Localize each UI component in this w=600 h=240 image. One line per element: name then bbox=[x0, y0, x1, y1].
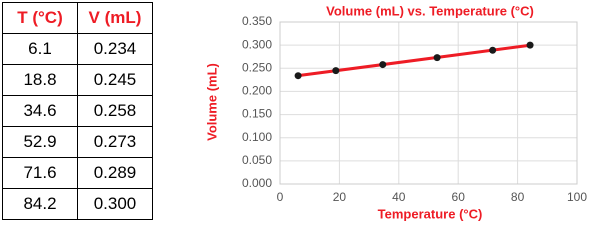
header-cell: V (mL) bbox=[77, 2, 153, 34]
data-point bbox=[332, 67, 340, 75]
y-tick-label: 0.350 bbox=[242, 14, 272, 28]
table-row: 71.6 0.289 bbox=[2, 157, 153, 189]
table-row: 52.9 0.273 bbox=[2, 126, 153, 158]
y-tick-label: 0.050 bbox=[242, 153, 272, 167]
table-row: 34.6 0.258 bbox=[2, 95, 153, 127]
table-row: 84.2 0.300 bbox=[2, 188, 153, 220]
data-point bbox=[433, 54, 441, 62]
table-cell: 71.6 bbox=[2, 157, 78, 189]
x-tick-label: 0 bbox=[277, 190, 284, 204]
y-tick-label: 0.200 bbox=[242, 84, 272, 98]
data-point bbox=[489, 46, 497, 54]
y-tick-label: 0.000 bbox=[242, 176, 272, 190]
y-tick-label: 0.300 bbox=[242, 37, 272, 51]
y-tick-label: 0.100 bbox=[242, 130, 272, 144]
header-row: T (°C) V (mL) bbox=[2, 2, 153, 34]
data-table: T (°C) V (mL) 6.1 0.234 18.8 0.245 34.6 0.258… bbox=[2, 2, 153, 220]
x-axis-label: Temperature (°C) bbox=[378, 206, 483, 221]
x-tick-label: 60 bbox=[452, 190, 466, 204]
table-row: 18.8 0.245 bbox=[2, 64, 153, 96]
table-cell: 34.6 bbox=[2, 95, 78, 127]
y-axis-label: Volume (mL) bbox=[204, 63, 219, 141]
chart: Volume (mL) vs. Temperature (°C) Tempera… bbox=[204, 3, 587, 221]
table-cell: 52.9 bbox=[2, 126, 78, 158]
x-tick-label: 100 bbox=[567, 190, 587, 204]
x-tick-label: 80 bbox=[511, 190, 525, 204]
data-point bbox=[379, 61, 387, 69]
y-tick-label: 0.250 bbox=[242, 60, 272, 74]
data-point bbox=[294, 72, 302, 80]
page: T (°C) V (mL) 6.1 0.234 18.8 0.245 34.6 0.258… bbox=[2, 2, 588, 222]
table-cell: 0.234 bbox=[77, 33, 153, 65]
table-row: 6.1 0.234 bbox=[2, 33, 153, 65]
data-point bbox=[526, 41, 534, 49]
table-cell: 0.258 bbox=[77, 95, 153, 127]
table-cell: 0.289 bbox=[77, 157, 153, 189]
table-cell: 0.273 bbox=[77, 126, 153, 158]
plot-frame bbox=[279, 21, 578, 185]
y-tick-label: 0.150 bbox=[242, 107, 272, 121]
table-cell: 0.245 bbox=[77, 64, 153, 96]
table-cell: 0.300 bbox=[77, 188, 153, 220]
x-tick-label: 20 bbox=[333, 190, 347, 204]
chart-title: Volume (mL) vs. Temperature (°C) bbox=[326, 3, 534, 18]
x-tick-label: 40 bbox=[392, 190, 406, 204]
header-cell: T (°C) bbox=[2, 2, 78, 34]
